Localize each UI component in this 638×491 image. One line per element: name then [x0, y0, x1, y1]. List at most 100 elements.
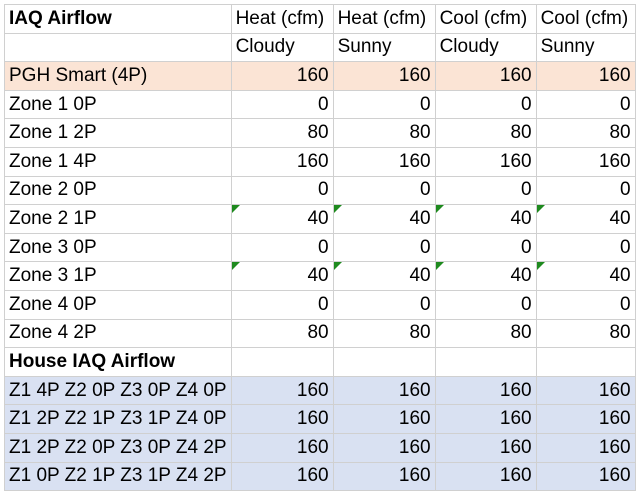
- column-header[interactable]: Heat (cfm): [332, 4, 436, 34]
- row-label[interactable]: Zone 1 2P: [4, 118, 232, 148]
- value-cell[interactable]: 160: [535, 61, 636, 91]
- row-label[interactable]: Zone 2 1P: [4, 204, 232, 234]
- value-cell[interactable]: 0: [535, 89, 636, 120]
- row-label[interactable]: Zone 4 0P: [4, 289, 232, 320]
- value-cell[interactable]: 160: [332, 404, 436, 434]
- empty-cell[interactable]: [4, 32, 232, 63]
- comment-indicator-icon[interactable]: [232, 262, 240, 271]
- column-subheader[interactable]: Cloudy: [230, 32, 334, 63]
- value-cell[interactable]: 0: [332, 175, 436, 206]
- comment-indicator-icon[interactable]: [537, 205, 545, 214]
- value-cell[interactable]: 160: [535, 432, 636, 463]
- section-header-row: House IAQ Airflow: [4, 347, 636, 377]
- section-title[interactable]: House IAQ Airflow: [4, 347, 232, 377]
- value-cell[interactable]: 160: [230, 461, 334, 491]
- value-cell[interactable]: 40: [434, 204, 537, 234]
- value-cell[interactable]: 160: [332, 146, 436, 177]
- value-cell[interactable]: 80: [535, 318, 636, 349]
- row-label[interactable]: PGH Smart (4P): [4, 61, 232, 91]
- value-cell[interactable]: 0: [230, 289, 334, 320]
- value-cell[interactable]: 160: [332, 61, 436, 91]
- value-cell[interactable]: 0: [434, 232, 537, 263]
- value-cell[interactable]: 160: [230, 404, 334, 434]
- value-cell[interactable]: 40: [434, 261, 537, 291]
- row-label[interactable]: Z1 2P Z2 1P Z3 1P Z4 0P: [4, 404, 232, 434]
- value-cell[interactable]: 40: [332, 261, 436, 291]
- empty-cell[interactable]: [332, 347, 436, 377]
- value-cell[interactable]: 160: [535, 461, 636, 491]
- cell-value: 40: [510, 265, 532, 287]
- value-cell[interactable]: 160: [535, 375, 636, 406]
- value-cell[interactable]: 80: [332, 118, 436, 148]
- column-header[interactable]: Cool (cfm): [434, 4, 537, 34]
- row-label[interactable]: Zone 3 1P: [4, 261, 232, 291]
- value-cell[interactable]: 80: [332, 318, 436, 349]
- row-label[interactable]: Zone 3 0P: [4, 232, 232, 263]
- row-label[interactable]: Z1 4P Z2 0P Z3 0P Z4 0P: [4, 375, 232, 406]
- table-title[interactable]: IAQ Airflow: [4, 4, 232, 34]
- value-cell[interactable]: 0: [332, 89, 436, 120]
- value-cell[interactable]: 160: [230, 146, 334, 177]
- value-cell[interactable]: 80: [535, 118, 636, 148]
- table-row: Zone 4 0P 0 0 0 0: [4, 289, 636, 320]
- value-cell[interactable]: 0: [535, 289, 636, 320]
- value-cell[interactable]: 160: [434, 432, 537, 463]
- value-cell[interactable]: 40: [535, 204, 636, 234]
- value-cell[interactable]: 40: [535, 261, 636, 291]
- value-cell[interactable]: 160: [230, 432, 334, 463]
- value-cell[interactable]: 80: [434, 318, 537, 349]
- value-cell[interactable]: 160: [535, 146, 636, 177]
- value-cell[interactable]: 160: [434, 375, 537, 406]
- value-cell[interactable]: 0: [434, 89, 537, 120]
- value-cell[interactable]: 0: [230, 175, 334, 206]
- row-label[interactable]: Z1 0P Z2 1P Z3 1P Z4 2P: [4, 461, 232, 491]
- value-cell[interactable]: 0: [230, 89, 334, 120]
- row-label[interactable]: Zone 2 0P: [4, 175, 232, 206]
- comment-indicator-icon[interactable]: [436, 262, 444, 271]
- value-cell[interactable]: 160: [535, 404, 636, 434]
- value-cell[interactable]: 160: [230, 61, 334, 91]
- empty-cell[interactable]: [434, 347, 537, 377]
- value-cell[interactable]: 0: [535, 175, 636, 206]
- comment-indicator-icon[interactable]: [334, 205, 342, 214]
- empty-cell[interactable]: [535, 347, 636, 377]
- empty-cell[interactable]: [230, 347, 334, 377]
- value-cell[interactable]: 0: [332, 232, 436, 263]
- table-row: Z1 2P Z2 1P Z3 1P Z4 0P 160 160 160 160: [4, 404, 636, 434]
- value-cell[interactable]: 0: [434, 289, 537, 320]
- comment-indicator-icon[interactable]: [537, 262, 545, 271]
- value-cell[interactable]: 160: [434, 404, 537, 434]
- comment-indicator-icon[interactable]: [232, 205, 240, 214]
- value-cell[interactable]: 160: [230, 375, 334, 406]
- column-subheader[interactable]: Sunny: [332, 32, 436, 63]
- row-label[interactable]: Zone 1 4P: [4, 146, 232, 177]
- value-cell[interactable]: 40: [230, 261, 334, 291]
- value-cell[interactable]: 80: [230, 318, 334, 349]
- value-cell[interactable]: 160: [332, 375, 436, 406]
- value-cell[interactable]: 160: [332, 432, 436, 463]
- value-cell[interactable]: 40: [230, 204, 334, 234]
- value-cell[interactable]: 0: [332, 289, 436, 320]
- value-cell[interactable]: 160: [332, 461, 436, 491]
- value-cell[interactable]: 40: [332, 204, 436, 234]
- column-header[interactable]: Cool (cfm): [535, 4, 636, 34]
- row-label[interactable]: Z1 2P Z2 0P Z3 0P Z4 2P: [4, 432, 232, 463]
- column-subheader[interactable]: Sunny: [535, 32, 636, 63]
- value-cell[interactable]: 80: [230, 118, 334, 148]
- value-cell[interactable]: 160: [434, 146, 537, 177]
- comment-indicator-icon[interactable]: [436, 205, 444, 214]
- value-cell[interactable]: 160: [434, 461, 537, 491]
- row-label[interactable]: Zone 1 0P: [4, 89, 232, 120]
- value-cell[interactable]: 0: [230, 232, 334, 263]
- column-subheader[interactable]: Cloudy: [434, 32, 537, 63]
- comment-indicator-icon[interactable]: [334, 262, 342, 271]
- column-header[interactable]: Heat (cfm): [230, 4, 334, 34]
- table-row: Zone 3 1P 40 40 40 40: [4, 261, 636, 291]
- value-cell[interactable]: 0: [434, 175, 537, 206]
- value-cell[interactable]: 160: [434, 61, 537, 91]
- value-cell[interactable]: 80: [434, 118, 537, 148]
- row-label[interactable]: Zone 4 2P: [4, 318, 232, 349]
- value-cell[interactable]: 0: [535, 232, 636, 263]
- iaq-airflow-table: IAQ Airflow Heat (cfm) Heat (cfm) Cool (cfm…: [4, 4, 636, 491]
- smart-row: PGH Smart (4P) 160 160 160 160: [4, 61, 636, 91]
